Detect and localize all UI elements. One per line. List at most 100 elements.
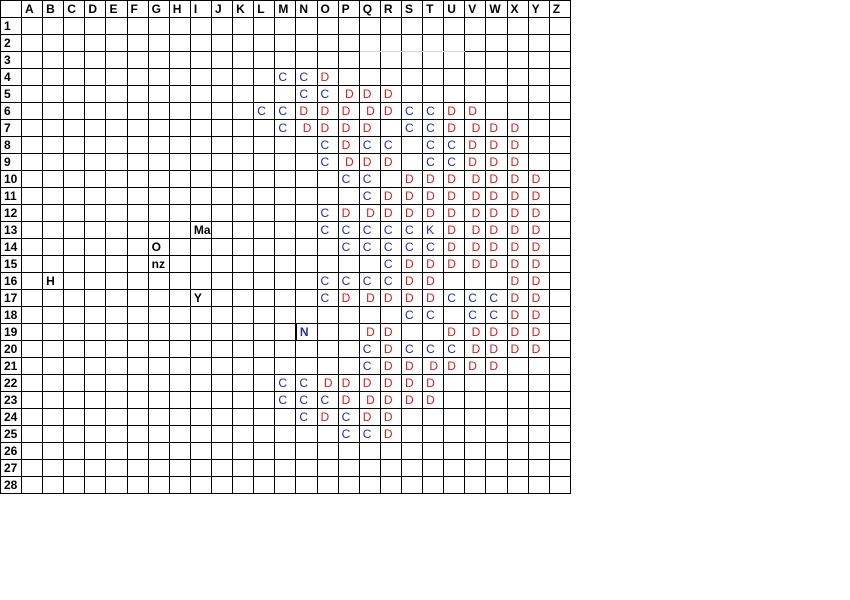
cell-u19[interactable]: D: [443, 323, 466, 341]
cell-y1[interactable]: [527, 17, 550, 35]
cell-i2[interactable]: [189, 34, 212, 52]
column-header-v[interactable]: V: [464, 0, 487, 18]
cell-w24[interactable]: [485, 408, 508, 426]
cell-q10[interactable]: C: [358, 170, 381, 188]
cell-q4[interactable]: [358, 68, 381, 86]
cell-x2[interactable]: [506, 34, 529, 52]
cell-i16[interactable]: [189, 272, 212, 290]
cell-x17[interactable]: D: [506, 289, 529, 307]
cell-z8[interactable]: [548, 136, 572, 154]
cell-n28[interactable]: [295, 476, 318, 494]
cell-a12[interactable]: [20, 204, 44, 222]
cell-j20[interactable]: [210, 340, 234, 358]
cell-j27[interactable]: [210, 459, 234, 477]
cell-s25[interactable]: [400, 425, 424, 443]
cell-c20[interactable]: [63, 340, 86, 358]
column-header-y[interactable]: Y: [527, 0, 550, 18]
cell-f2[interactable]: [126, 34, 149, 52]
cell-u22[interactable]: [443, 374, 466, 392]
cell-o16[interactable]: C: [316, 272, 339, 290]
cell-d13[interactable]: [84, 221, 107, 239]
cell-e25[interactable]: [105, 425, 128, 443]
cell-z17[interactable]: [548, 289, 572, 307]
cell-d28[interactable]: [84, 476, 107, 494]
column-header-k[interactable]: K: [232, 0, 255, 18]
cell-a8[interactable]: [20, 136, 44, 154]
cell-h4[interactable]: [168, 68, 191, 86]
cell-p7[interactable]: D: [337, 119, 360, 137]
cell-m11[interactable]: [274, 187, 297, 205]
cell-n10[interactable]: [295, 170, 318, 188]
cell-w25[interactable]: [485, 425, 508, 443]
row-header-10[interactable]: 10: [0, 170, 22, 188]
cell-o5[interactable]: C: [316, 85, 339, 103]
cell-s9[interactable]: [400, 153, 424, 171]
column-header-w[interactable]: W: [485, 0, 508, 18]
cell-j18[interactable]: [210, 306, 234, 324]
cell-s24[interactable]: [400, 408, 424, 426]
cell-o11[interactable]: [316, 187, 339, 205]
cell-s10[interactable]: D: [400, 170, 424, 188]
cell-v1[interactable]: [464, 17, 487, 35]
cell-r17[interactable]: D: [379, 289, 402, 307]
cell-r8[interactable]: C: [379, 136, 402, 154]
cell-f3[interactable]: [126, 51, 149, 69]
cell-g9[interactable]: [147, 153, 170, 171]
cell-v19[interactable]: D: [464, 323, 487, 341]
cell-z3[interactable]: [548, 51, 572, 69]
cell-r4[interactable]: [379, 68, 402, 86]
cell-e16[interactable]: [105, 272, 128, 290]
cell-i3[interactable]: [189, 51, 212, 69]
cell-f20[interactable]: [126, 340, 149, 358]
cell-e15[interactable]: [105, 255, 128, 273]
cell-w17[interactable]: C: [485, 289, 508, 307]
cell-v7[interactable]: D: [464, 119, 487, 137]
cell-u14[interactable]: D: [443, 238, 466, 256]
cell-q11[interactable]: C: [358, 187, 381, 205]
cell-k22[interactable]: [232, 374, 255, 392]
cell-k20[interactable]: [232, 340, 255, 358]
cell-o25[interactable]: [316, 425, 339, 443]
row-header-21[interactable]: 21: [0, 357, 22, 375]
cell-e2[interactable]: [105, 34, 128, 52]
column-header-x[interactable]: X: [506, 0, 529, 18]
cell-z11[interactable]: [548, 187, 572, 205]
cell-q23[interactable]: D: [358, 391, 381, 409]
cell-a28[interactable]: [20, 476, 44, 494]
cell-d6[interactable]: [84, 102, 107, 120]
cell-m19[interactable]: [274, 323, 297, 341]
cell-e23[interactable]: [105, 391, 128, 409]
cell-s12[interactable]: D: [400, 204, 424, 222]
cell-b15[interactable]: [42, 255, 65, 273]
cell-h22[interactable]: [168, 374, 191, 392]
cell-j1[interactable]: [210, 17, 234, 35]
cell-c15[interactable]: [63, 255, 86, 273]
cell-j17[interactable]: [210, 289, 234, 307]
cell-x9[interactable]: D: [506, 153, 529, 171]
cell-t13[interactable]: K: [422, 221, 445, 239]
cell-a20[interactable]: [20, 340, 44, 358]
cell-u27[interactable]: [443, 459, 466, 477]
cell-w26[interactable]: [485, 442, 508, 460]
cell-x7[interactable]: D: [506, 119, 529, 137]
cell-t6[interactable]: C: [422, 102, 445, 120]
cell-k8[interactable]: [232, 136, 255, 154]
cell-c26[interactable]: [63, 442, 86, 460]
cell-t16[interactable]: D: [422, 272, 445, 290]
cell-o4[interactable]: D: [316, 68, 339, 86]
cell-l16[interactable]: [253, 272, 276, 290]
cell-l24[interactable]: [253, 408, 276, 426]
cell-h24[interactable]: [168, 408, 191, 426]
cell-n2[interactable]: [295, 34, 318, 52]
cell-i1[interactable]: [189, 17, 212, 35]
cell-z10[interactable]: [548, 170, 572, 188]
cell-k11[interactable]: [232, 187, 255, 205]
cell-u6[interactable]: D: [443, 102, 466, 120]
cell-l21[interactable]: [253, 357, 276, 375]
cell-d27[interactable]: [84, 459, 107, 477]
cell-m3[interactable]: [274, 51, 297, 69]
cell-j22[interactable]: [210, 374, 234, 392]
row-header-12[interactable]: 12: [0, 204, 22, 222]
cell-h28[interactable]: [168, 476, 191, 494]
cell-p13[interactable]: C: [337, 221, 360, 239]
